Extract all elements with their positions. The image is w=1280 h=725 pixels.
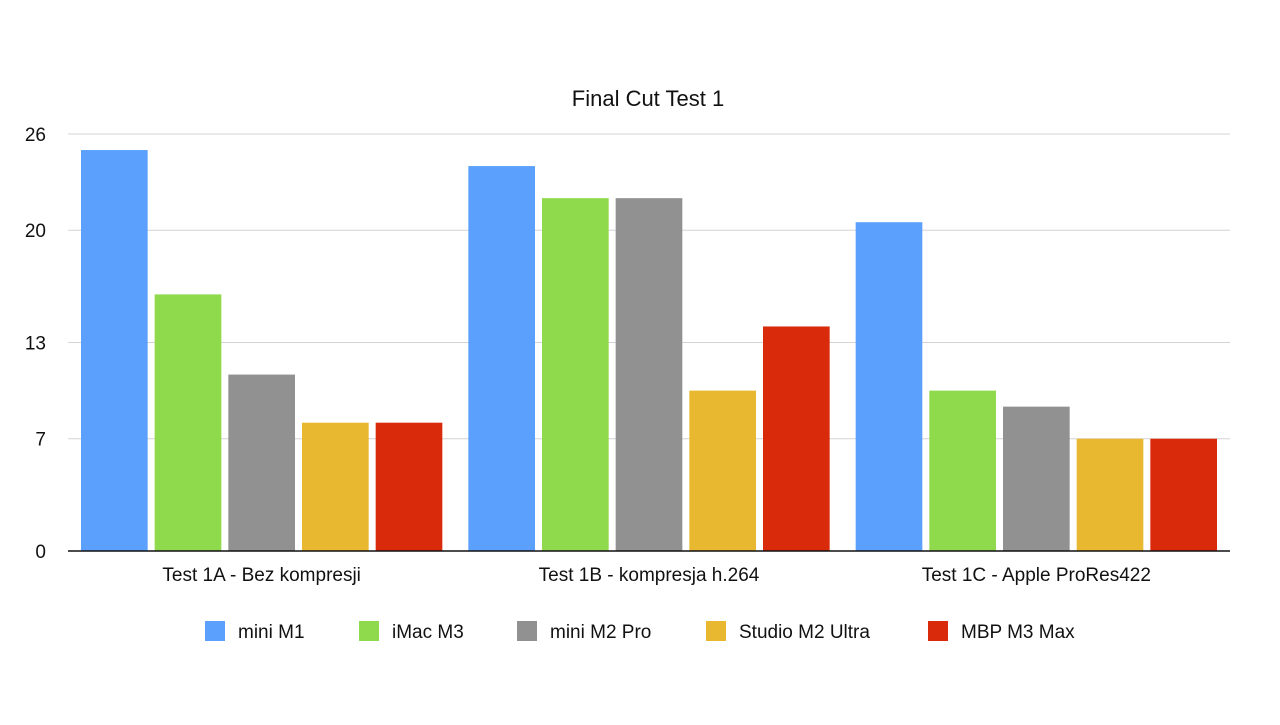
- bar: [81, 150, 148, 552]
- x-tick-label: Test 1C - Apple ProRes422: [922, 565, 1151, 586]
- legend-swatch: [517, 621, 537, 641]
- legend-item: iMac M3: [359, 621, 464, 643]
- y-tick-label: 20: [25, 221, 46, 242]
- y-tick-label: 13: [25, 334, 46, 355]
- legend-item: mini M1: [205, 621, 305, 643]
- bar: [1150, 438, 1217, 551]
- y-tick-label: 7: [35, 430, 46, 451]
- bar: [763, 326, 830, 551]
- x-tick-label: Test 1B - kompresja h.264: [539, 565, 760, 586]
- chart-title: Final Cut Test 1: [572, 86, 724, 111]
- y-tick-label: 0: [35, 542, 46, 563]
- legend-label: MBP M3 Max: [961, 622, 1075, 643]
- legend-swatch: [205, 621, 225, 641]
- legend-label: mini M2 Pro: [550, 622, 651, 643]
- x-axis-ticks: Test 1A - Bez kompresji Test 1B - kompres…: [162, 565, 1151, 586]
- legend-label: iMac M3: [392, 622, 464, 643]
- bar: [855, 222, 923, 551]
- legend-label: Studio M2 Ultra: [739, 622, 870, 643]
- bar: [228, 374, 295, 551]
- legend: mini M1 iMac M3 mini M2 Pro Studio M2 Ultra…: [205, 621, 1075, 643]
- bar: [929, 390, 996, 551]
- legend-swatch: [359, 621, 379, 641]
- legend-label: mini M1: [238, 622, 305, 643]
- x-tick-label: Test 1A - Bez kompresji: [162, 565, 361, 586]
- bar: [689, 390, 756, 551]
- legend-item: Studio M2 Ultra: [706, 621, 870, 643]
- legend-swatch: [706, 621, 726, 641]
- legend-item: mini M2 Pro: [517, 621, 651, 643]
- legend-item: MBP M3 Max: [928, 621, 1075, 643]
- bar: [154, 294, 222, 551]
- legend-swatch: [928, 621, 948, 641]
- bar: [1003, 406, 1070, 551]
- bars: [81, 150, 1217, 552]
- bar: [302, 422, 369, 551]
- bar: [375, 422, 443, 551]
- bar: [468, 166, 535, 552]
- bar: [615, 198, 683, 551]
- y-tick-label: 26: [25, 125, 46, 146]
- bar: [542, 198, 609, 551]
- bar: [1076, 438, 1144, 551]
- y-axis-ticks: 0 7 13 20 26: [25, 125, 46, 563]
